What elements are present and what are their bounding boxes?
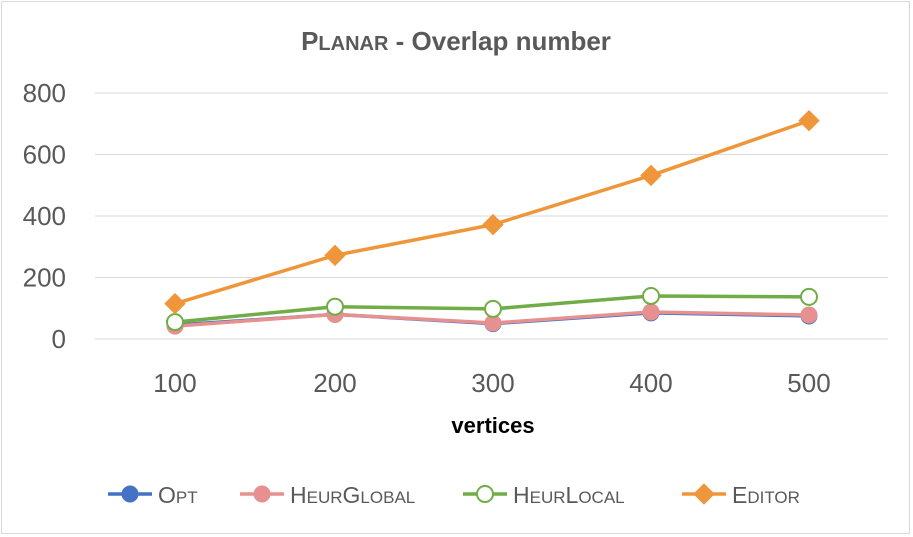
x-tick-label: 400 <box>629 368 672 398</box>
data-point <box>800 287 818 306</box>
data-point <box>800 306 818 324</box>
x-tick-label: 300 <box>471 368 514 398</box>
data-point <box>642 303 660 321</box>
data-point <box>642 286 660 305</box>
data-point <box>798 109 820 132</box>
y-tick-label: 400 <box>23 201 66 231</box>
y-tick-label: 0 <box>52 324 66 354</box>
x-tick-label: 500 <box>787 368 830 398</box>
x-tick-label: 200 <box>313 368 356 398</box>
legend-label: HEURGLOBAL <box>290 482 415 508</box>
legend-label: OPT <box>158 482 198 508</box>
legend-marker <box>253 485 271 503</box>
legend-label: HEURLOCAL <box>513 482 625 508</box>
data-point <box>640 164 662 187</box>
data-point <box>324 244 346 267</box>
series-line-3 <box>174 119 810 306</box>
y-tick-label: 600 <box>23 140 66 170</box>
data-point <box>166 313 184 332</box>
data-point <box>484 299 502 318</box>
y-tick-label: 200 <box>23 263 66 293</box>
x-tick-label: 100 <box>153 368 196 398</box>
legend-marker <box>693 483 715 505</box>
data-point <box>482 213 504 236</box>
legend-marker <box>476 485 494 503</box>
legend-label: EDITOR <box>732 482 800 508</box>
x-axis-label: vertices <box>451 413 534 438</box>
chart-title: PLANAR - Overlap number <box>301 26 611 56</box>
data-point <box>164 292 186 315</box>
legend-marker <box>121 485 139 503</box>
data-point <box>326 297 344 316</box>
y-tick-label: 800 <box>23 78 66 108</box>
